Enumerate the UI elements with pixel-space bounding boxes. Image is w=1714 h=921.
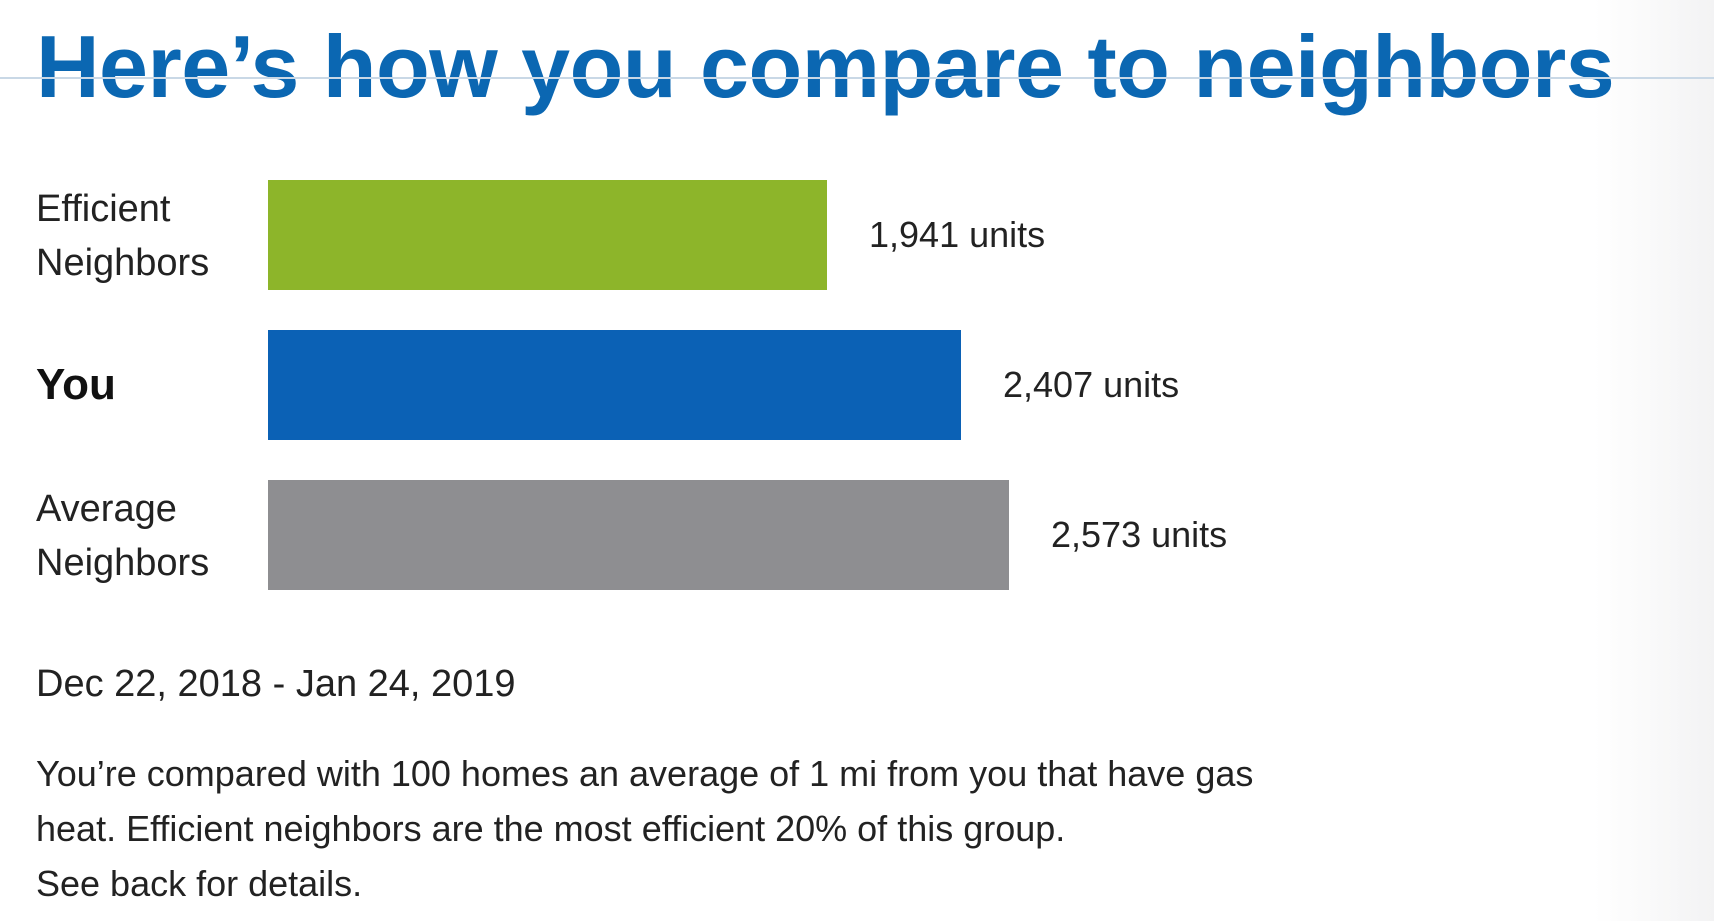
category-label-line: Average [36, 488, 177, 530]
value-label-1: 1,941 units [869, 214, 1046, 255]
value-label-3: 2,573 units [1051, 514, 1228, 555]
note-line-3: See back for details. [36, 863, 363, 904]
category-label-1: Efficient Neighbors [36, 182, 209, 290]
comparison-note: You’re compared with 100 homes an averag… [36, 746, 1416, 911]
category-label-line: Neighbors [36, 242, 210, 284]
value-label-2: 2,407 units [1003, 364, 1180, 405]
page-title: Here’s how you compare to neighbors [36, 17, 1615, 116]
comparison-bar-chart: Efficient Neighbors 1,941 units You 2,407 un… [0, 160, 1500, 600]
date-range: Dec 22, 2018 - Jan 24, 2019 [36, 663, 516, 705]
note-line-1: You’re compared with 100 homes an averag… [36, 753, 1254, 794]
category-label-3: Average Neighbors [36, 482, 209, 590]
category-label-line: You [36, 360, 116, 409]
category-label-line: Neighbors [36, 542, 210, 584]
category-label-2: You [36, 358, 116, 412]
title-divider [0, 77, 1714, 79]
bar-2 [268, 330, 961, 440]
bar-1 [268, 180, 827, 290]
bar-3 [268, 480, 1009, 590]
category-label-line: Efficient [36, 188, 171, 230]
note-line-2: heat. Efficient neighbors are the most e… [36, 808, 1066, 849]
